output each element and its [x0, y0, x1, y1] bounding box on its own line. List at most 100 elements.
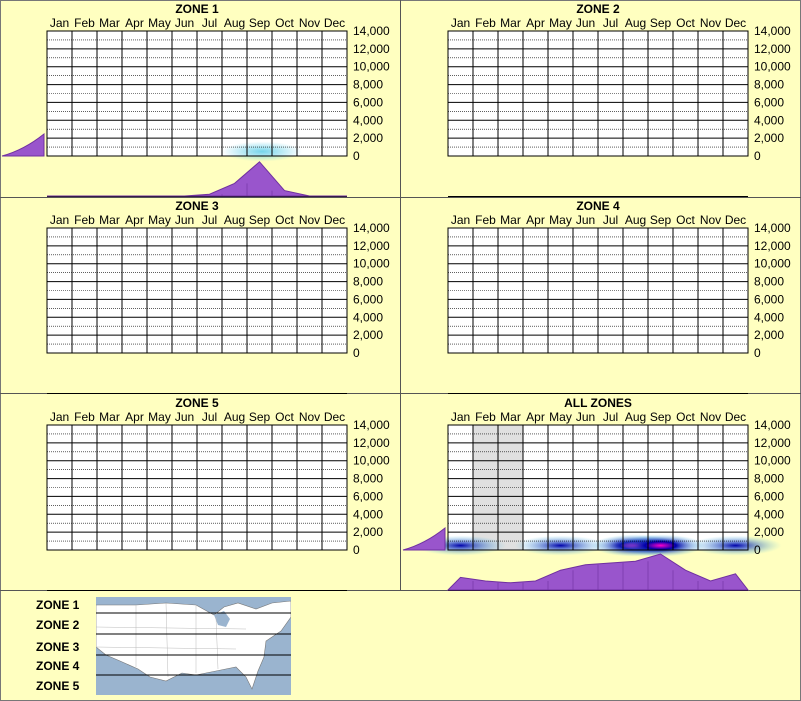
y-tick-label: 2,000 [353, 328, 383, 342]
y-tick-label: 4,000 [754, 507, 784, 521]
month-label-jan: Jan [451, 16, 470, 30]
month-label-jul: Jul [202, 16, 217, 30]
y-tick-label: 14,000 [754, 221, 791, 235]
y-tick-label: 4,000 [754, 113, 784, 127]
month-label-jun: Jun [175, 213, 194, 227]
month-label-aug: Aug [625, 213, 646, 227]
chart-panel-5: ZONE 5 Jan Feb Mar Apr May Jun Jul Aug Sep Oct Nov D… [46, 396, 390, 591]
y-tick-label: 10,000 [754, 454, 791, 468]
plot-border [447, 30, 749, 157]
y-tick-label: 12,000 [754, 436, 791, 450]
chart-panel-2: ZONE 2 Jan Feb Mar Apr May Jun Jul Aug Sep Oct Nov D… [447, 2, 791, 197]
y-tick-label: 0 [754, 149, 761, 163]
y-tick-label: 10,000 [353, 454, 390, 468]
y-tick-label: 2,000 [353, 131, 383, 145]
chart-title: ZONE 2 [576, 2, 620, 16]
month-label-aug: Aug [224, 410, 245, 424]
month-label-dec: Dec [324, 213, 345, 227]
y-tick-label: 12,000 [353, 42, 390, 56]
month-label-nov: Nov [700, 16, 721, 30]
y-tick-label: 10,000 [353, 60, 390, 74]
y-tick-label: 2,000 [754, 131, 784, 145]
month-label-may: May [549, 410, 572, 424]
chart-panel-3: ZONE 3 Jan Feb Mar Apr May Jun Jul Aug Sep Oct Nov D… [46, 199, 390, 394]
y-tick-label: 2,000 [754, 525, 784, 539]
plot-border [447, 424, 749, 551]
y-tick-label: 8,000 [353, 275, 383, 289]
y-tick-label: 12,000 [754, 239, 791, 253]
month-label-sep: Sep [249, 16, 271, 30]
month-label-jun: Jun [576, 16, 595, 30]
month-label-oct: Oct [275, 410, 294, 424]
chart-panel-4: ZONE 4 Jan Feb Mar Apr May Jun Jul Aug Sep Oct Nov D… [447, 199, 791, 394]
y-tick-label: 8,000 [754, 275, 784, 289]
month-label-jun: Jun [576, 410, 595, 424]
y-tick-label: 6,000 [754, 95, 784, 109]
month-label-nov: Nov [299, 213, 320, 227]
y-tick-label: 0 [353, 149, 360, 163]
month-label-jan: Jan [451, 410, 470, 424]
month-label-feb: Feb [74, 213, 95, 227]
month-label-apr: Apr [526, 410, 545, 424]
month-label-nov: Nov [299, 410, 320, 424]
y-tick-label: 6,000 [353, 292, 383, 306]
month-label-oct: Oct [676, 16, 695, 30]
month-label-jun: Jun [175, 16, 194, 30]
month-label-oct: Oct [275, 213, 294, 227]
month-label-jun: Jun [576, 213, 595, 227]
month-label-aug: Aug [625, 410, 646, 424]
chart-title: ZONE 5 [175, 396, 219, 410]
plot-border [46, 424, 348, 551]
month-label-dec: Dec [725, 410, 746, 424]
y-tick-label: 6,000 [754, 292, 784, 306]
y-tick-label: 12,000 [754, 42, 791, 56]
density-blob-1 [222, 141, 302, 162]
density-blob-5 [689, 535, 782, 556]
month-label-may: May [148, 213, 171, 227]
us-map-icon [96, 597, 291, 695]
month-label-may: May [549, 213, 572, 227]
month-label-apr: Apr [526, 16, 545, 30]
month-label-dec: Dec [324, 410, 345, 424]
y-tick-label: 8,000 [353, 78, 383, 92]
month-label-mar: Mar [500, 16, 521, 30]
y-tick-label: 8,000 [754, 78, 784, 92]
shaded-month-feb [473, 425, 498, 550]
elevation-histogram [402, 526, 446, 551]
legend-zone-1: ZONE 1 [36, 598, 80, 612]
y-tick-label: 0 [353, 346, 360, 360]
plot-border [447, 227, 749, 354]
density-blob-4 [616, 534, 705, 557]
month-label-jun: Jun [175, 410, 194, 424]
month-label-sep: Sep [249, 213, 271, 227]
elevation-histogram [1, 132, 45, 157]
y-tick-label: 10,000 [754, 257, 791, 271]
y-tick-label: 10,000 [353, 257, 390, 271]
month-label-feb: Feb [475, 213, 496, 227]
month-label-jan: Jan [50, 16, 69, 30]
month-label-apr: Apr [526, 213, 545, 227]
month-label-sep: Sep [650, 16, 672, 30]
y-tick-label: 4,000 [353, 507, 383, 521]
y-tick-label: 2,000 [353, 525, 383, 539]
month-histogram [47, 161, 347, 197]
month-label-aug: Aug [224, 16, 245, 30]
y-tick-label: 8,000 [754, 472, 784, 486]
y-tick-label: 2,000 [754, 328, 784, 342]
y-tick-label: 4,000 [754, 310, 784, 324]
month-label-sep: Sep [650, 213, 672, 227]
y-tick-label: 4,000 [353, 310, 383, 324]
legend-zone-3: ZONE 3 [36, 640, 80, 654]
y-tick-label: 6,000 [754, 489, 784, 503]
y-tick-label: 14,000 [754, 24, 791, 38]
month-label-sep: Sep [249, 410, 271, 424]
month-label-feb: Feb [74, 410, 95, 424]
density-blob-2 [514, 535, 607, 556]
month-label-oct: Oct [275, 16, 294, 30]
month-label-nov: Nov [700, 213, 721, 227]
plot-border [46, 30, 348, 157]
month-label-feb: Feb [74, 16, 95, 30]
month-label-apr: Apr [125, 16, 144, 30]
month-label-feb: Feb [475, 16, 496, 30]
month-label-may: May [148, 16, 171, 30]
